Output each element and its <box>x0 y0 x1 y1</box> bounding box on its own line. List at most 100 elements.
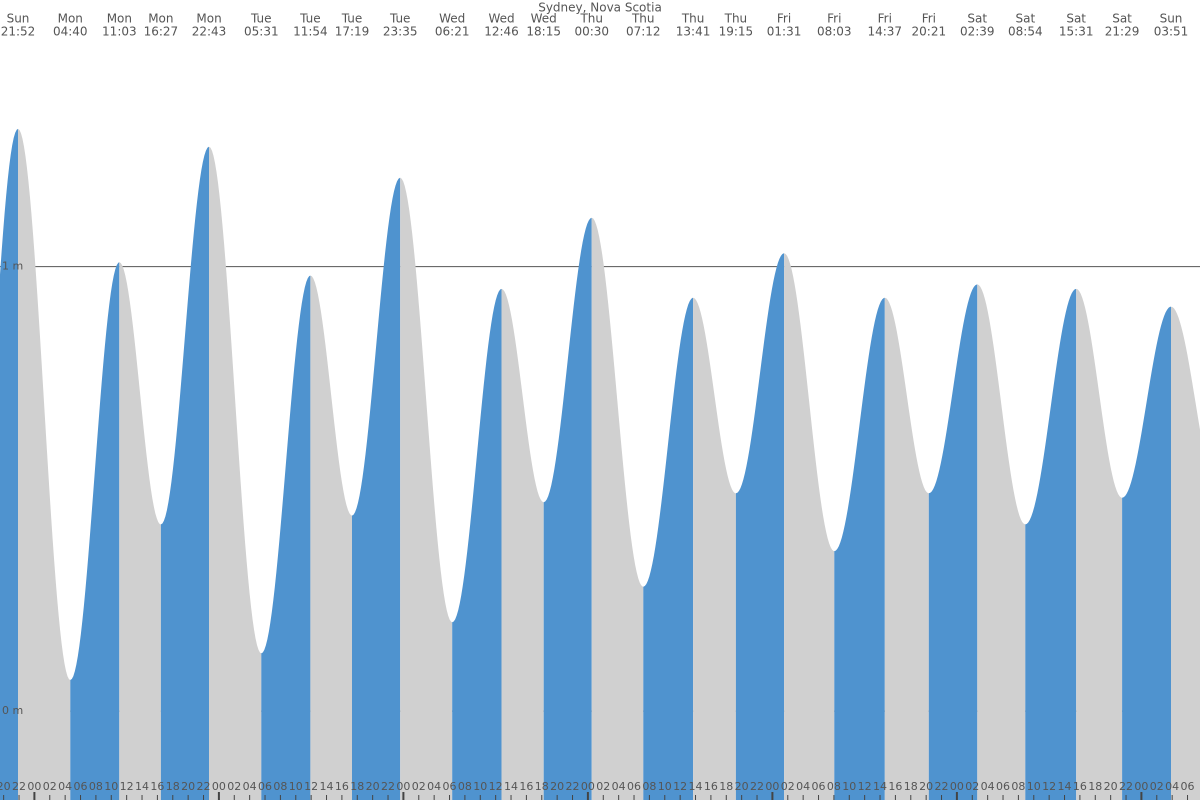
extreme-time: 16:27 <box>144 25 179 39</box>
x-tick-label: 16 <box>150 780 164 793</box>
x-tick-label: 04 <box>981 780 995 793</box>
x-tick-label: 02 <box>781 780 795 793</box>
x-tick-label: 02 <box>1150 780 1164 793</box>
falling-area <box>310 275 352 800</box>
x-tick-label: 06 <box>443 780 457 793</box>
extreme-day: Thu <box>631 12 655 26</box>
extreme-time: 13:41 <box>676 25 711 39</box>
x-tick-label: 14 <box>135 780 149 793</box>
x-tick-label: 22 <box>750 780 764 793</box>
x-tick-label: 04 <box>243 780 257 793</box>
extreme-day: Fri <box>878 12 892 26</box>
x-tick-label: 22 <box>1119 780 1133 793</box>
rising-area <box>1025 288 1077 800</box>
extreme-day: Sat <box>1066 12 1086 26</box>
extreme-day: Mon <box>58 12 83 26</box>
x-tick-label: 00 <box>212 780 226 793</box>
x-tick-label: 16 <box>1073 780 1087 793</box>
extreme-day: Mon <box>196 12 221 26</box>
chart-title: Sydney, Nova Scotia <box>538 1 662 15</box>
x-tick-label: 12 <box>304 780 318 793</box>
x-tick-label: 16 <box>704 780 718 793</box>
extreme-time: 02:39 <box>960 25 995 39</box>
rising-area <box>834 297 885 800</box>
extreme-day: Fri <box>922 12 936 26</box>
extreme-time: 17:19 <box>335 25 370 39</box>
extreme-time: 20:21 <box>912 25 947 39</box>
extreme-day: Sun <box>7 12 30 26</box>
x-tick-label: 04 <box>1165 780 1179 793</box>
x-tick-label: 00 <box>1134 780 1148 793</box>
x-tick-label: 16 <box>888 780 902 793</box>
extreme-time: 08:03 <box>817 25 852 39</box>
x-tick-label: 14 <box>504 780 518 793</box>
extreme-day: Sat <box>1015 12 1035 26</box>
extreme-time: 12:46 <box>484 25 519 39</box>
falling-area <box>119 262 161 800</box>
rising-area <box>735 253 785 800</box>
extreme-time: 06:21 <box>435 25 470 39</box>
extreme-day: Tue <box>250 12 272 26</box>
x-tick-label: 06 <box>812 780 826 793</box>
extreme-time: 22:43 <box>192 25 227 39</box>
extreme-day: Thu <box>579 12 603 26</box>
extreme-time: 15:31 <box>1059 25 1094 39</box>
x-tick-label: 22 <box>935 780 949 793</box>
falling-area <box>884 297 929 800</box>
x-tick-label: 04 <box>58 780 72 793</box>
extreme-day: Mon <box>107 12 132 26</box>
x-tick-label: 22 <box>12 780 26 793</box>
rising-area <box>452 288 502 800</box>
x-tick-label: 20 <box>181 780 195 793</box>
x-tick-label: 02 <box>227 780 241 793</box>
x-tick-label: 08 <box>642 780 656 793</box>
falling-area <box>400 177 453 800</box>
falling-area <box>591 217 644 800</box>
x-tick-label: 12 <box>673 780 687 793</box>
x-tick-label: 18 <box>904 780 918 793</box>
x-tick-label: 20 <box>735 780 749 793</box>
x-tick-label: 02 <box>965 780 979 793</box>
x-tick-label: 12 <box>858 780 872 793</box>
extreme-day: Fri <box>827 12 841 26</box>
extreme-time: 11:03 <box>102 25 137 39</box>
falling-area <box>501 288 544 800</box>
rising-area <box>643 297 694 800</box>
extreme-time: 21:52 <box>1 25 36 39</box>
x-tick-label: 16 <box>335 780 349 793</box>
x-tick-label: 12 <box>1042 780 1056 793</box>
x-tick-label: 12 <box>120 780 134 793</box>
rising-area <box>928 284 978 800</box>
extreme-day: Wed <box>488 12 514 26</box>
x-tick-label: 22 <box>566 780 580 793</box>
x-tick-label: 10 <box>289 780 303 793</box>
x-tick-label: 18 <box>166 780 180 793</box>
extreme-day: Sun <box>1160 12 1183 26</box>
x-tick-label: 22 <box>381 780 395 793</box>
x-tick-label: 10 <box>658 780 672 793</box>
rising-area <box>160 146 209 800</box>
x-tick-label: 18 <box>719 780 733 793</box>
x-tick-label: 10 <box>842 780 856 793</box>
x-tick-label: 18 <box>1088 780 1102 793</box>
x-tick-label: 08 <box>89 780 103 793</box>
falling-area <box>18 128 71 800</box>
x-tick-label: 08 <box>273 780 287 793</box>
extreme-time: 23:35 <box>383 25 418 39</box>
x-tick-label: 00 <box>396 780 410 793</box>
x-tick-label: 06 <box>1181 780 1195 793</box>
extreme-time: 21:29 <box>1105 25 1140 39</box>
extreme-day: Sat <box>967 12 987 26</box>
falling-area <box>1171 306 1200 800</box>
x-tick-label: 06 <box>627 780 641 793</box>
x-tick-label: 08 <box>1011 780 1025 793</box>
x-tick-label: 14 <box>873 780 887 793</box>
x-tick-label: 00 <box>765 780 779 793</box>
y-tick-label: 1 m <box>2 260 23 273</box>
x-tick-label: 04 <box>427 780 441 793</box>
x-tick-label: 06 <box>258 780 272 793</box>
x-tick-label: 12 <box>489 780 503 793</box>
x-tick-label: 02 <box>43 780 57 793</box>
extreme-time: 05:31 <box>244 25 279 39</box>
